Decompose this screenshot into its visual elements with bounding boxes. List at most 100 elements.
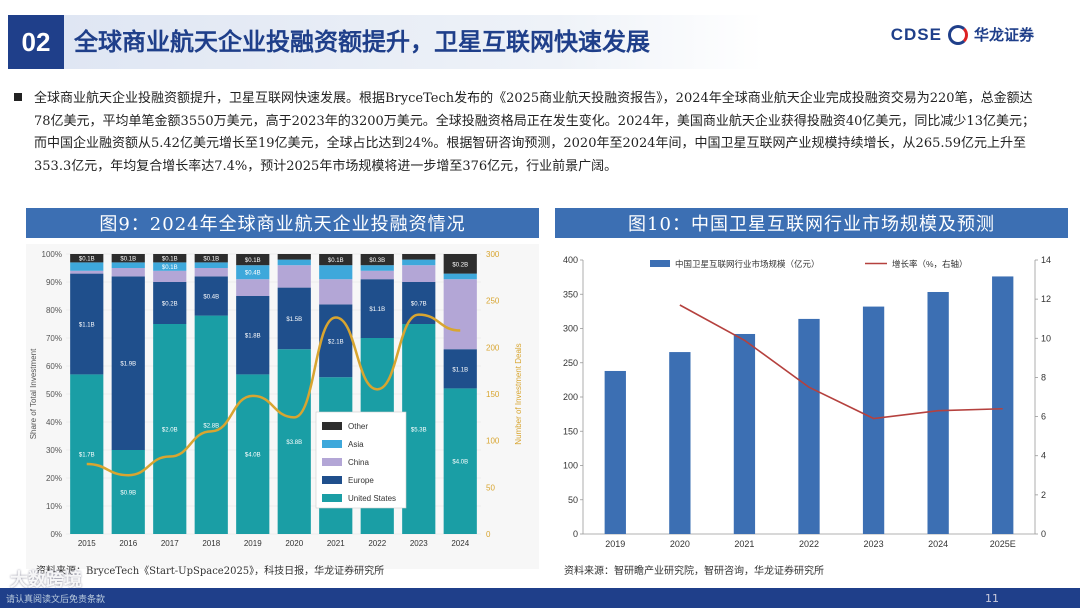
x-tick-label: 2024	[928, 539, 948, 549]
bar-segment	[277, 349, 311, 534]
bar-segment	[111, 450, 145, 534]
data-label: $0.1B	[162, 265, 178, 271]
bar-segment	[236, 265, 270, 280]
legend-label: 增长率（%，右轴）	[892, 259, 968, 269]
bar-segment	[277, 259, 311, 266]
data-label: $1.8B	[245, 334, 261, 340]
bar-segment	[402, 265, 436, 282]
bar-segment	[236, 279, 270, 296]
logo-icon	[947, 24, 968, 45]
y-tick-label: 350	[563, 289, 578, 299]
market-size-bar	[669, 352, 691, 534]
y2-tick-label: 6	[1041, 412, 1046, 422]
chart-market-size: 图10：中国卫星互联网行业市场规模及预测 0 50 100 150 200 250 300 3…	[555, 208, 1068, 578]
data-label: $2.8B	[203, 423, 219, 429]
footer-note: 请认真阅读文后免责条款	[6, 595, 106, 605]
y-tick-label: 200	[563, 392, 578, 402]
logo-cn: 华龙证券	[973, 26, 1034, 44]
y2-tick-label: 200	[486, 343, 500, 352]
y-tick-label: 60%	[46, 362, 62, 371]
y-tick-label: 0%	[50, 530, 62, 539]
data-label: $0.1B	[203, 257, 219, 263]
data-label: $0.1B	[328, 258, 344, 264]
legend-label: China	[348, 458, 369, 467]
chart-investment: 图9：2024年全球商业航天企业投融资情况 0% 10% 20% 30% 40% 50% 6…	[26, 208, 539, 578]
data-label: $4.0B	[452, 460, 468, 466]
bar-segment	[70, 262, 104, 271]
x-tick-label: 2020	[670, 539, 690, 549]
market-size-bar	[992, 276, 1014, 534]
y2-tick-label: 0	[486, 530, 491, 539]
data-label: $0.9B	[120, 491, 136, 497]
y-tick-label: 400	[563, 255, 578, 265]
bar-segment	[402, 324, 436, 534]
section-number: 02	[8, 15, 64, 69]
bar-segment	[111, 268, 145, 277]
y-tick-label: 150	[563, 426, 578, 436]
data-label: $0.1B	[120, 257, 136, 263]
bar-segment	[443, 349, 477, 389]
market-size-bar	[604, 370, 626, 534]
x-tick-label: 2017	[161, 539, 179, 548]
bar-segment	[360, 279, 394, 338]
bar-segment	[319, 265, 353, 280]
y-tick-label: 100%	[42, 250, 62, 259]
data-label: $0.2B	[162, 302, 178, 308]
market-size-bar	[733, 333, 756, 534]
data-label: $4.0B	[245, 453, 261, 459]
x-tick-label: 2021	[327, 539, 345, 548]
bar-segment	[111, 262, 145, 268]
x-tick-label: 2022	[368, 539, 386, 548]
data-label: $0.3B	[369, 258, 385, 264]
y2-tick-label: 100	[486, 437, 500, 446]
y2-tick-label: 12	[1041, 294, 1051, 304]
y-tick-label: 250	[563, 358, 578, 368]
data-label: $2.0B	[162, 428, 178, 434]
data-label: $1.9B	[120, 362, 136, 368]
bar-segment	[402, 259, 436, 266]
intro-paragraph: 全球商业航天企业投融资额提升，卫星互联网快速发展。根据BryceTech发布的《…	[34, 91, 1035, 174]
y2-tick-label: 4	[1041, 451, 1046, 461]
x-tick-label: 2022	[799, 539, 819, 549]
chart-header: 图9：2024年全球商业航天企业投融资情况	[26, 208, 539, 238]
bar-segment	[443, 273, 477, 280]
data-label: $0.4B	[245, 271, 261, 277]
data-label: $0.1B	[245, 258, 261, 264]
data-label: $1.1B	[369, 307, 385, 313]
bar-segment	[319, 279, 353, 305]
bar-segment	[319, 254, 353, 266]
data-label: $5.3B	[411, 428, 427, 434]
y2-tick-label: 250	[486, 297, 500, 306]
bullet-icon	[14, 93, 22, 101]
y-tick-label: 80%	[46, 306, 62, 315]
y-tick-label: 50%	[46, 390, 62, 399]
y-tick-label: 30%	[46, 446, 62, 455]
legend-swatch	[322, 458, 342, 466]
bar-segment	[153, 262, 187, 271]
bar-segment	[70, 273, 104, 375]
watermark: 大数跨境	[10, 570, 82, 591]
bar-segment	[194, 315, 228, 534]
bar-segment	[443, 254, 477, 274]
data-label: $1.7B	[79, 453, 95, 459]
x-tick-label: 2019	[605, 539, 625, 549]
bar-segment	[70, 254, 104, 263]
y-tick-label: 70%	[46, 334, 62, 343]
bar-segment	[194, 276, 228, 316]
data-label: $0.4B	[203, 295, 219, 301]
y2-tick-label: 8	[1041, 372, 1046, 382]
x-tick-label: 2021	[734, 539, 754, 549]
bar-segment	[360, 265, 394, 271]
y2-tick-label: 0	[1041, 529, 1046, 539]
bar-segment	[153, 324, 187, 534]
x-tick-label: 2023	[864, 539, 884, 549]
bar-segment	[111, 276, 145, 450]
data-label: $0.2B	[452, 262, 468, 268]
market-size-bar	[862, 306, 885, 534]
legend-label: Other	[348, 422, 368, 431]
x-tick-label: 2018	[202, 539, 220, 548]
chart-investment-svg: 0% 10% 20% 30% 40% 50% 60% 70% 80% 90% 100% 0 50 100 1…	[26, 244, 539, 569]
bar-segment	[360, 270, 394, 280]
bar-segment	[277, 265, 311, 288]
market-size-bar	[798, 318, 820, 534]
